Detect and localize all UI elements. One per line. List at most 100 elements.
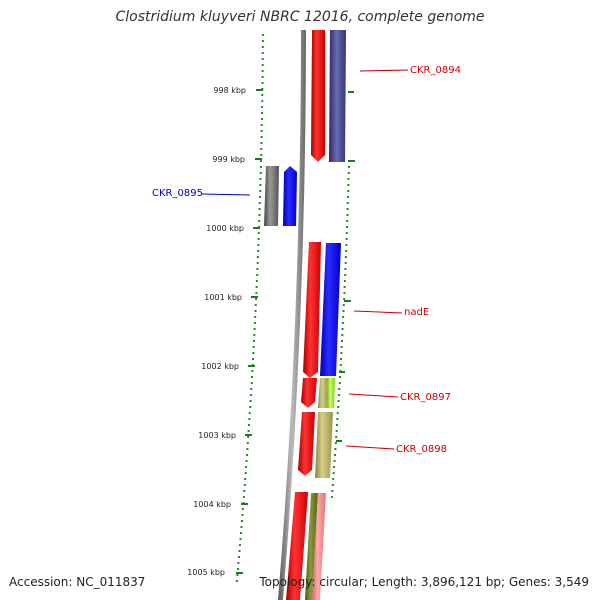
leader-line — [201, 193, 251, 196]
accession-label: Accession: NC_011837 — [9, 575, 146, 589]
gc-dot — [255, 292, 258, 294]
gc-dot — [261, 40, 264, 42]
gc-dot — [236, 574, 239, 576]
gene-label-nade: nadE — [404, 307, 429, 318]
gc-dot — [246, 454, 248, 456]
gc-dot — [345, 238, 348, 240]
gc-dot — [344, 262, 347, 264]
gc-dot — [257, 250, 260, 252]
gc-dot — [240, 532, 242, 534]
gc-dot — [253, 322, 256, 324]
gc-dot — [333, 460, 336, 462]
gc-dot — [237, 562, 240, 564]
gc-dot — [338, 382, 341, 384]
gc-dot — [346, 202, 349, 204]
gc-dot — [341, 322, 344, 324]
gc-dot — [337, 394, 340, 396]
gc-dot — [250, 388, 253, 390]
gc-dot — [253, 328, 256, 330]
scale-ticks: 998 kbp 999 kbp 1000 kbp 1001 kbp 1002 k… — [187, 86, 263, 577]
gc-dot — [334, 454, 336, 456]
gc-dot — [261, 112, 263, 114]
gc-dot — [241, 508, 244, 510]
tick-label: 1004 kbp — [193, 500, 231, 509]
gc-dot — [343, 298, 346, 300]
gc-dot — [249, 394, 252, 396]
gc-dot — [248, 418, 251, 420]
gc-dot — [343, 292, 346, 294]
gene-labels[interactable]: CKR_0894 CKR_0895 nadE CKR_0897 CKR_0898 — [152, 65, 461, 455]
gc-dot — [244, 478, 247, 480]
gc-dot — [336, 412, 339, 414]
cds-feature — [301, 378, 317, 408]
gc-dot — [347, 196, 349, 198]
gc-dot — [256, 262, 259, 264]
gc-dot — [241, 520, 243, 522]
gc-dot — [251, 376, 253, 378]
gc-dot — [254, 310, 257, 312]
gc-dot — [260, 136, 263, 138]
leader-line — [345, 445, 395, 450]
gene-label-ckr-0898: CKR_0898 — [396, 444, 447, 455]
gc-dot — [342, 310, 345, 312]
cds-feature — [312, 493, 326, 600]
gc-dot — [243, 484, 246, 486]
gc-dot — [261, 94, 264, 96]
gc-dot — [340, 358, 342, 360]
gc-dot — [257, 232, 260, 234]
gc-dot — [347, 172, 350, 174]
gc-dot — [331, 484, 334, 486]
gc-dot — [257, 238, 260, 240]
gene-label-ckr-0895: CKR_0895 — [152, 188, 203, 199]
gc-dot — [239, 538, 242, 540]
gc-dot — [255, 298, 258, 300]
gc-dot — [259, 172, 262, 174]
gc-dot — [256, 274, 259, 276]
gc-dot — [235, 580, 238, 582]
gc-dot — [344, 268, 347, 270]
gc-dot — [258, 202, 261, 204]
gc-dot — [259, 184, 262, 186]
gc-dot — [257, 244, 260, 246]
gc-dot — [259, 166, 262, 168]
gc-dot — [246, 448, 249, 450]
feature-track[interactable] — [264, 30, 346, 600]
gc-dot — [333, 466, 336, 468]
gc-dot — [260, 130, 263, 132]
gc-dot — [253, 340, 255, 342]
gc-dot — [261, 64, 264, 66]
gc-dot — [249, 400, 252, 402]
gc-dot — [242, 496, 245, 498]
gc-dot — [339, 364, 342, 366]
gc-dot — [253, 334, 256, 336]
gc-dot — [261, 82, 264, 84]
tick-label: 998 kbp — [213, 86, 246, 95]
gc-dot — [261, 70, 264, 72]
gc-dot — [336, 418, 339, 420]
map-title: Clostridium kluyveri NBRC 12016, complet… — [115, 9, 485, 25]
tick-label: 1001 kbp — [204, 293, 242, 302]
gc-dot — [334, 448, 337, 450]
gc-dot — [338, 388, 341, 390]
gc-dot — [340, 346, 343, 348]
gc-dot — [346, 214, 349, 216]
genome-summary: Topology: circular; Length: 3,896,121 bp… — [259, 575, 589, 589]
gc-dot — [259, 178, 262, 180]
gc-dot — [247, 436, 250, 438]
gc-dot — [344, 274, 347, 276]
gc-dot — [258, 214, 261, 216]
gc-dot — [248, 412, 251, 414]
gc-dot — [260, 160, 262, 162]
cds-feature — [283, 166, 297, 226]
gc-dot — [258, 208, 261, 210]
tick-label: 1000 kbp — [206, 224, 244, 233]
gc-dot — [343, 280, 346, 282]
gc-dot — [238, 550, 241, 552]
gc-dot — [261, 52, 264, 54]
cds-feature — [311, 30, 325, 162]
gc-dot — [261, 106, 264, 108]
gc-dot — [331, 490, 334, 492]
gc-dot — [342, 304, 345, 306]
leader-line — [353, 310, 403, 314]
